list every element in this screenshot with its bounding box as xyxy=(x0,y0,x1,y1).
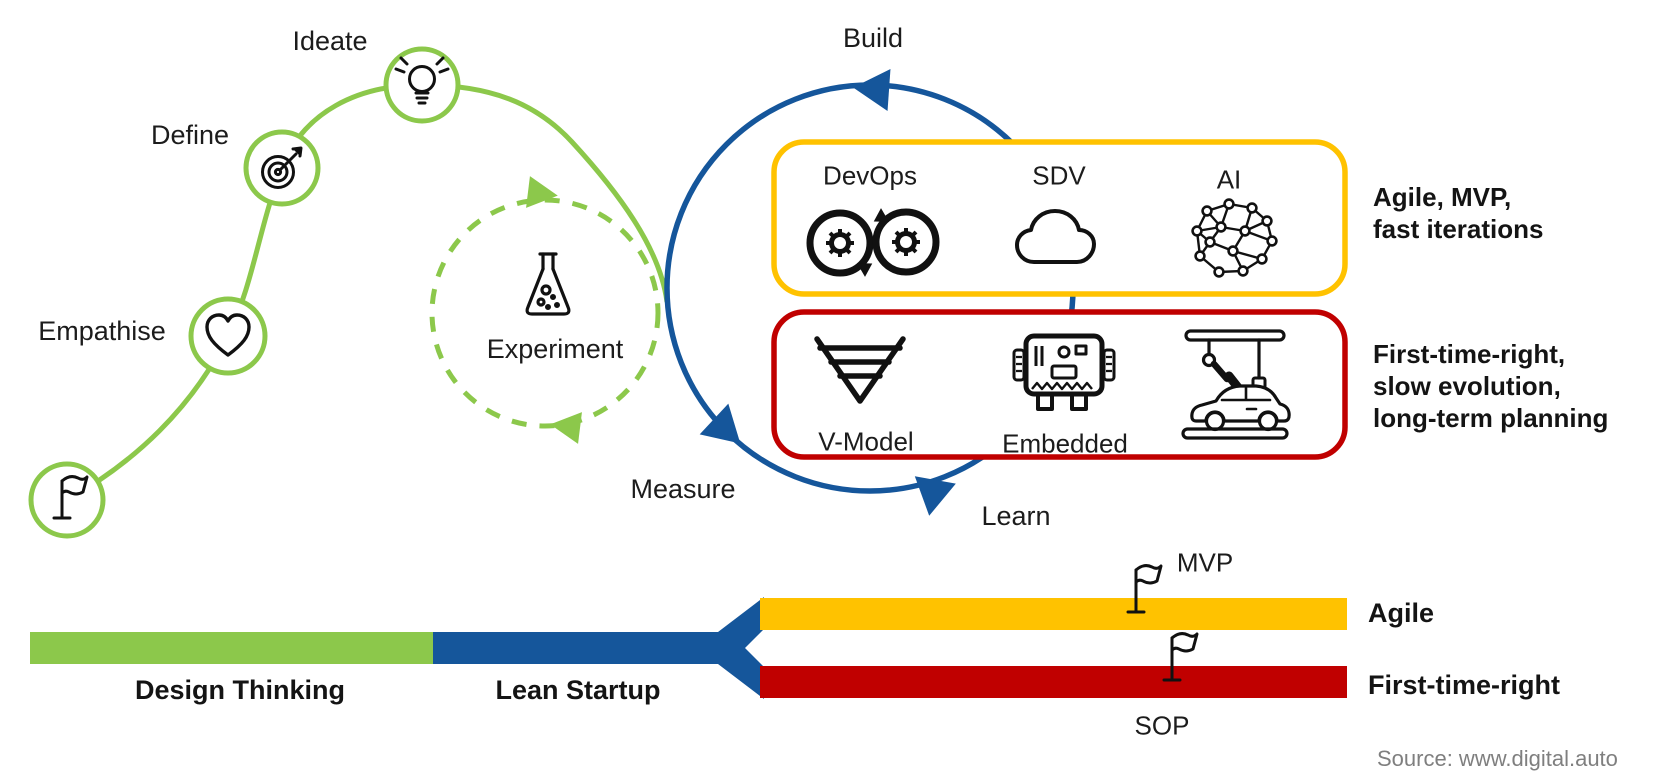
ftr-caption: First-time-right, slow evolution, long-t… xyxy=(1373,338,1608,434)
target-icon xyxy=(261,146,303,189)
car-assembly-icon xyxy=(1181,329,1291,440)
devops-icon xyxy=(806,208,940,277)
cloud-icon xyxy=(1015,209,1096,264)
sop-flag-icon xyxy=(1162,632,1199,682)
define-node xyxy=(243,129,321,207)
build-arrowhead-icon xyxy=(853,69,891,111)
v-model-icon xyxy=(814,336,906,404)
build-label: Build xyxy=(842,23,904,54)
design-thinking-label: Design Thinking xyxy=(134,675,346,706)
ftr-caption-line2: slow evolution, xyxy=(1373,371,1561,401)
agile-bar xyxy=(760,598,1347,630)
ai-network-icon xyxy=(1191,198,1278,278)
ideate-label: Ideate xyxy=(292,26,368,57)
ftr-caption-line3: long-term planning xyxy=(1373,403,1609,433)
mvp-flag-icon xyxy=(1126,564,1163,614)
experiment-arrow-bottom-icon xyxy=(550,412,582,444)
agile-caption: Agile, MVP, fast iterations xyxy=(1373,181,1544,245)
embedded-label: Embedded xyxy=(1002,428,1128,459)
measure-label: Measure xyxy=(630,474,736,505)
ftr-track-label: First-time-right xyxy=(1368,670,1560,701)
start-flag-icon xyxy=(52,475,89,520)
ftr-caption-line1: First-time-right, xyxy=(1373,339,1566,369)
design-thinking-bar xyxy=(30,632,433,664)
lean-startup-bar xyxy=(433,597,764,699)
agile-caption-line1: Agile, MVP, xyxy=(1373,182,1512,212)
source-credit: Source: www.digital.auto xyxy=(1377,746,1618,771)
devops-label: DevOps xyxy=(823,160,917,191)
learn-label: Learn xyxy=(981,501,1051,532)
mvp-label: MVP xyxy=(1176,547,1234,578)
learn-arrowhead-icon xyxy=(914,476,956,516)
empathise-label: Empathise xyxy=(38,316,166,347)
measure-arrowhead-icon xyxy=(699,403,741,444)
experiment-dashed-circle xyxy=(429,197,661,429)
empathise-node xyxy=(188,296,268,376)
start-flag-node xyxy=(28,461,106,539)
agile-caption-line2: fast iterations xyxy=(1373,214,1544,244)
design-thinking-curve xyxy=(65,82,670,503)
sop-label: SOP xyxy=(1134,710,1190,741)
ideate-node xyxy=(383,46,461,124)
heart-icon xyxy=(205,313,251,357)
flask-icon xyxy=(525,252,571,316)
sdv-label: SDV xyxy=(1032,160,1086,191)
lightbulb-icon xyxy=(394,56,450,105)
ftr-bar xyxy=(760,666,1347,698)
define-label: Define xyxy=(150,120,230,151)
v-model-label: V-Model xyxy=(818,426,914,457)
experiment-arrow-top-icon xyxy=(526,176,558,208)
ai-label: AI xyxy=(1216,164,1242,195)
lean-startup-label: Lean Startup xyxy=(495,675,661,706)
agile-track-label: Agile xyxy=(1368,598,1435,629)
experiment-label: Experiment xyxy=(486,334,624,365)
embedded-chip-icon xyxy=(1012,333,1116,411)
